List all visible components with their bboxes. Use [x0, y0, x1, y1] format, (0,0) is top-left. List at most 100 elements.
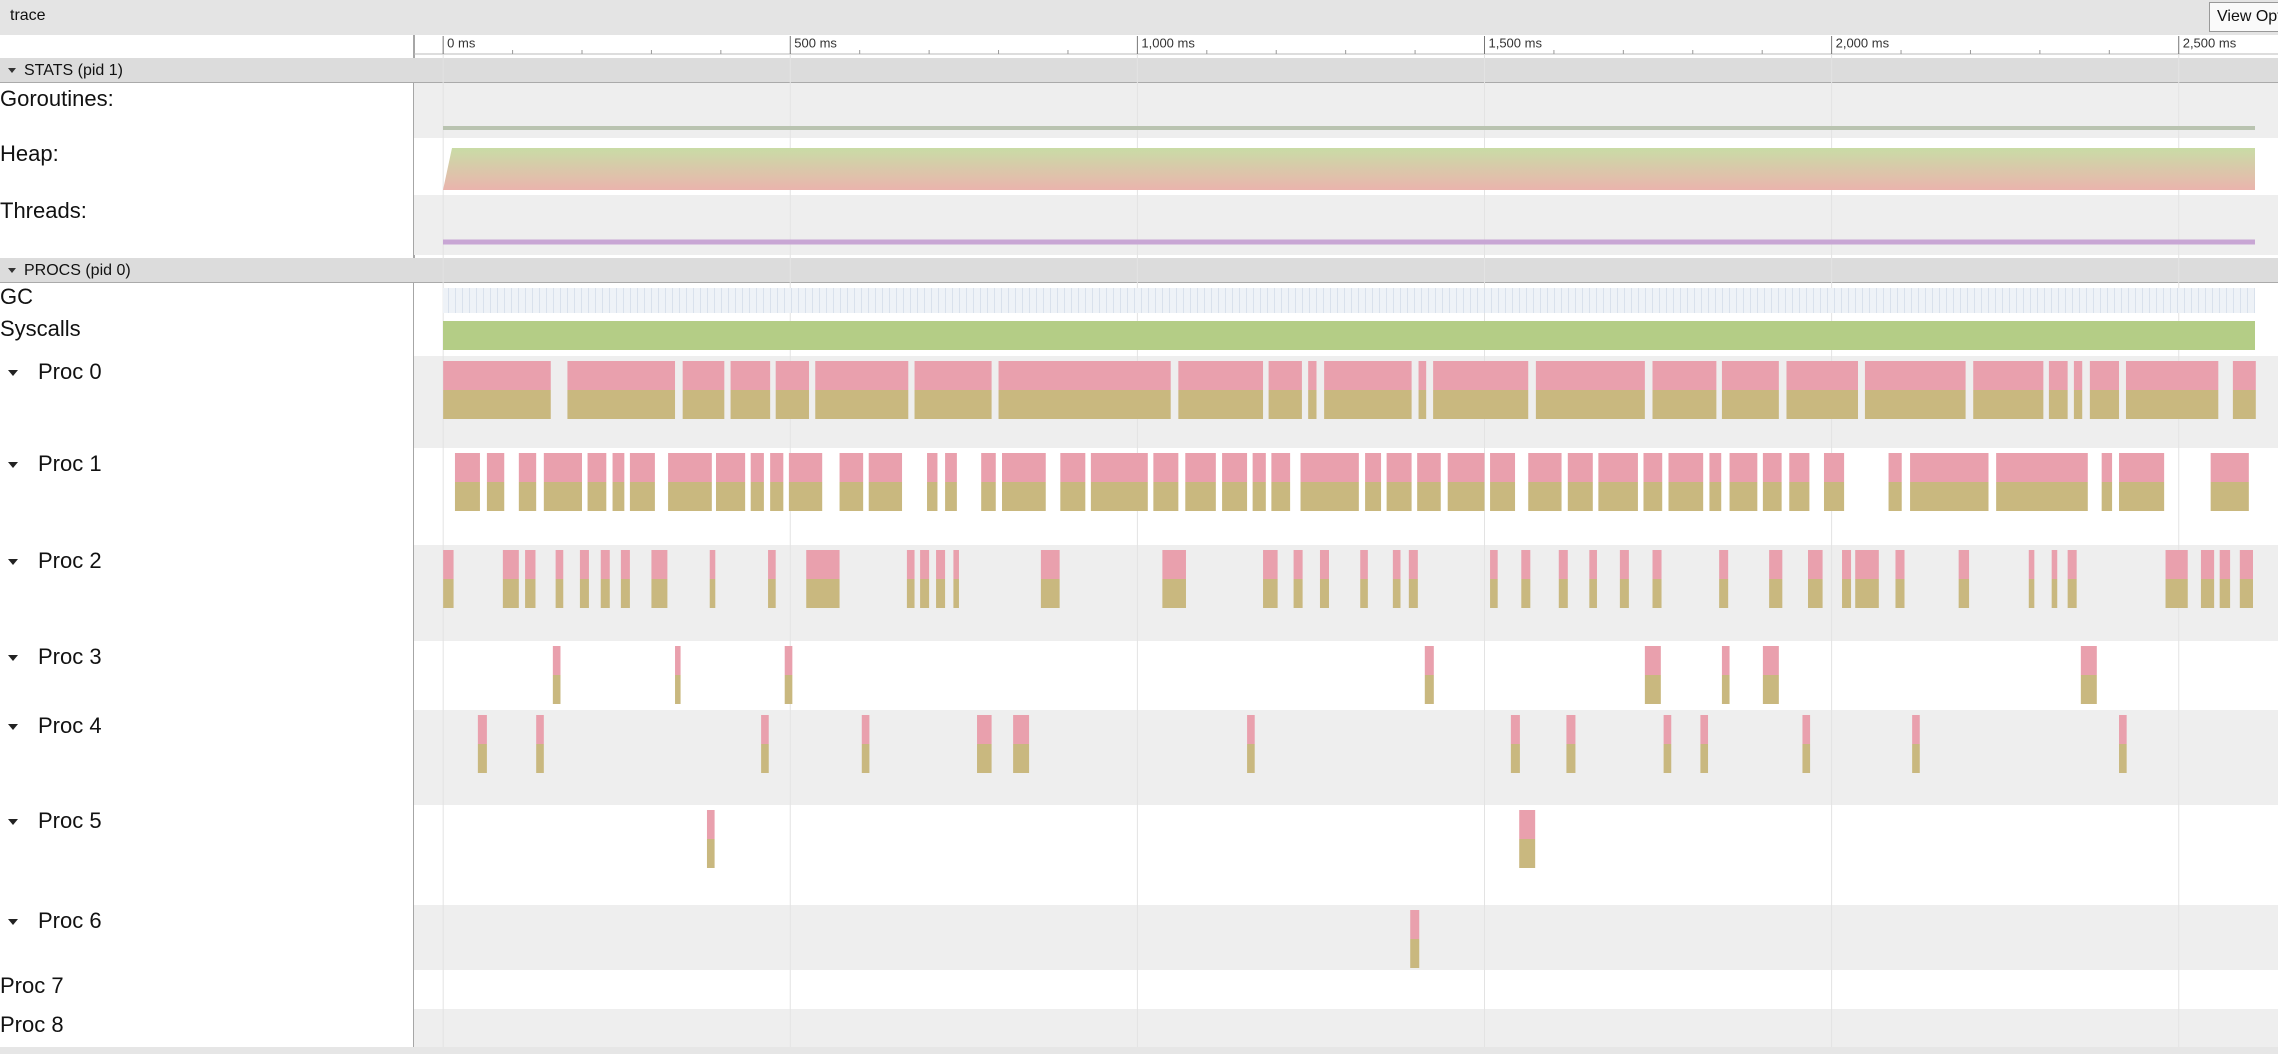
slice-running	[1762, 482, 1782, 511]
slice-running	[2165, 579, 2188, 608]
slice-goroutine	[1668, 453, 1704, 482]
slice-running	[1855, 579, 1879, 608]
slice-goroutine	[1721, 361, 1779, 390]
toolbar-title: trace	[10, 7, 46, 24]
x-tick-label: 1,500 ms	[1488, 35, 1542, 50]
slice-goroutine	[1268, 361, 1302, 390]
slice-goroutine	[2101, 453, 2113, 482]
slice-goroutine	[1324, 361, 1412, 390]
slice-goroutine	[1709, 453, 1722, 482]
slice-goroutine	[1895, 550, 1905, 579]
slice-goroutine	[1090, 453, 1148, 482]
slice-goroutine	[2080, 646, 2097, 675]
slice-running	[2239, 579, 2254, 608]
slice-running	[1300, 482, 1359, 511]
slice-running	[1418, 390, 1427, 419]
collapse-arrow	[8, 919, 18, 925]
slice-goroutine	[536, 715, 544, 744]
slice-running	[587, 482, 607, 511]
proc-label: Proc 3	[38, 644, 102, 669]
row-label: Heap:	[0, 141, 59, 166]
slice-goroutine	[518, 453, 537, 482]
slice-goroutine	[839, 453, 864, 482]
slice-goroutine	[1842, 550, 1852, 579]
slice-goroutine	[1521, 550, 1531, 579]
gc-plot	[443, 288, 2255, 313]
slice-goroutine	[1222, 453, 1248, 482]
slice-running	[1910, 482, 1989, 511]
section-header	[0, 258, 2278, 283]
slice-goroutine	[1973, 361, 2044, 390]
slice-running	[552, 675, 561, 704]
slice-goroutine	[868, 453, 903, 482]
proc-label: Proc 5	[38, 808, 102, 833]
slice-goroutine	[1644, 646, 1661, 675]
slice-running	[2219, 579, 2231, 608]
button-label[interactable]: View Options	[2217, 8, 2278, 25]
button-frame[interactable]	[2209, 2, 2278, 32]
slice-running	[1268, 390, 1302, 419]
slice-goroutine	[579, 550, 589, 579]
slice-running	[2200, 579, 2215, 608]
slice-running	[579, 579, 589, 608]
slice-running	[1721, 675, 1730, 704]
slice-running	[2101, 482, 2113, 511]
slice-goroutine	[2232, 361, 2256, 390]
view-options-button[interactable]: View Options	[2209, 2, 2278, 32]
slice-goroutine	[1519, 810, 1536, 839]
slice-goroutine	[709, 550, 716, 579]
slice-goroutine	[600, 550, 610, 579]
row-background	[414, 545, 2278, 641]
slice-running	[1271, 482, 1291, 511]
slice-goroutine	[2067, 550, 2077, 579]
slice-goroutine	[543, 453, 583, 482]
row-label: Goroutines:	[0, 86, 114, 111]
slice-running	[555, 579, 564, 608]
slice-goroutine	[1178, 361, 1264, 390]
slice-goroutine	[1721, 646, 1730, 675]
slice-goroutine	[2239, 550, 2254, 579]
slice-goroutine	[612, 453, 625, 482]
slice-running	[2089, 390, 2120, 419]
slice-running	[1360, 579, 1368, 608]
slice-running	[1567, 482, 1593, 511]
slice-goroutine	[1247, 715, 1255, 744]
collapse-arrow	[8, 462, 18, 468]
slice-running	[1769, 579, 1783, 608]
proc-label: Proc 8	[0, 1012, 64, 1037]
slice-goroutine	[1162, 550, 1186, 579]
slice-running	[1185, 482, 1216, 511]
slice-goroutine	[1652, 550, 1662, 579]
row-label: Threads:	[0, 198, 87, 223]
slice-running	[2210, 482, 2249, 511]
slice-running	[998, 390, 1171, 419]
slice-running	[1424, 675, 1434, 704]
slice-goroutine	[998, 361, 1171, 390]
row-label: Syscalls	[0, 316, 81, 341]
slice-running	[1566, 744, 1576, 773]
slice-running	[1668, 482, 1704, 511]
slice-running	[1652, 579, 1662, 608]
slice-running	[1729, 482, 1758, 511]
slice-goroutine	[682, 361, 725, 390]
slice-running	[1153, 482, 1179, 511]
slice-running	[2073, 390, 2083, 419]
slice-goroutine	[2028, 550, 2035, 579]
slice-running	[2051, 579, 2058, 608]
slice-goroutine	[977, 715, 992, 744]
slice-running	[906, 579, 915, 608]
x-tick-label: 2,500 ms	[2183, 35, 2237, 50]
slice-goroutine	[2219, 550, 2231, 579]
slice-running	[675, 675, 681, 704]
slice-running	[1996, 482, 2088, 511]
slice-running	[2028, 579, 2035, 608]
slice-running	[1619, 579, 1629, 608]
slice-running	[953, 579, 959, 608]
slice-running	[1417, 482, 1441, 511]
slice-goroutine	[1490, 550, 1498, 579]
slice-running	[1490, 482, 1516, 511]
slice-goroutine	[1535, 361, 1645, 390]
slice-running	[1719, 579, 1729, 608]
slice-goroutine	[706, 810, 715, 839]
slice-goroutine	[1719, 550, 1729, 579]
